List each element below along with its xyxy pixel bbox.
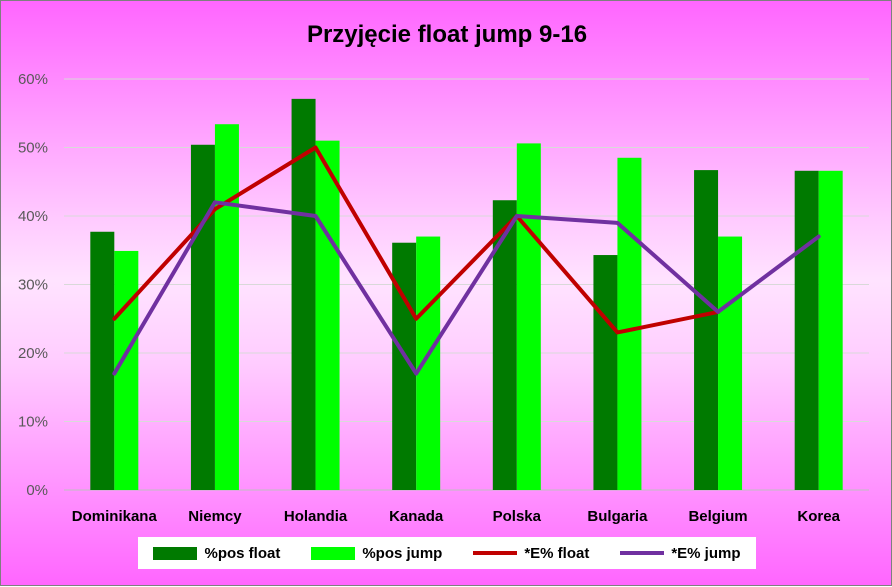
x-tick-label: Polska <box>493 508 542 525</box>
series-line <box>112 200 821 376</box>
y-tick-label: 10% <box>18 414 48 431</box>
legend-item: %pos float <box>153 545 280 562</box>
chart-title: Przyjęcie float jump 9-16 <box>306 21 588 48</box>
legend-item: %pos jump <box>311 545 442 562</box>
series-line <box>112 145 721 335</box>
bar <box>794 170 819 491</box>
x-tick-label: Niemcy <box>188 508 242 525</box>
legend-label: *E% jump <box>671 544 741 562</box>
bar <box>593 255 618 490</box>
legend-label: %pos float <box>204 544 281 562</box>
legend-item: *E% jump <box>620 544 741 562</box>
legend-item: *E% float <box>473 545 589 562</box>
bar <box>190 144 215 490</box>
x-tick-label: Bulgaria <box>587 508 648 525</box>
bar <box>214 124 239 491</box>
y-tick-label: 60% <box>18 71 48 88</box>
y-tick-label: 20% <box>18 345 48 362</box>
x-tick-label: Dominikana <box>72 508 158 525</box>
x-tick-label: Belgium <box>688 508 747 525</box>
legend-label: *E% float <box>524 544 590 562</box>
y-tick-label: 40% <box>18 208 48 225</box>
legend-swatch <box>473 551 518 555</box>
x-tick-label: Kanada <box>389 508 444 525</box>
bar <box>516 143 541 490</box>
bar <box>492 200 517 490</box>
y-tick-label: 30% <box>18 277 48 294</box>
bar <box>90 231 115 490</box>
y-tick-label: 0% <box>26 482 48 499</box>
bar <box>315 140 340 490</box>
x-tick-label: Korea <box>797 508 840 525</box>
bar <box>291 98 316 491</box>
legend-label: %pos jump <box>362 544 443 562</box>
bar <box>694 170 719 491</box>
legend-swatch <box>153 546 198 560</box>
bar <box>818 170 843 491</box>
legend-swatch <box>620 551 665 555</box>
x-tick-label: Holandia <box>284 508 348 525</box>
bar <box>718 236 743 490</box>
bar <box>617 157 642 490</box>
y-tick-label: 50% <box>18 140 48 157</box>
legend-swatch <box>311 546 356 560</box>
bar <box>416 236 441 490</box>
legend: %pos float %pos jump *E% float *E% jump <box>138 537 756 569</box>
